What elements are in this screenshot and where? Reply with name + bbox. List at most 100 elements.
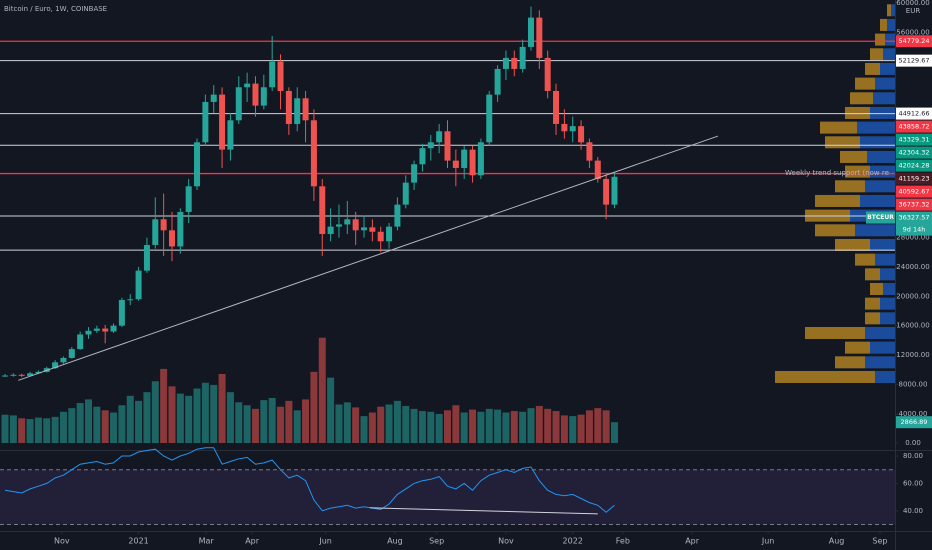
- volume-bar: [435, 413, 443, 443]
- volume-bar: [160, 368, 168, 443]
- volume-bar: [410, 408, 418, 443]
- price-label-bg: [896, 120, 932, 133]
- candle-body: [110, 325, 117, 332]
- profile-down: [875, 370, 895, 383]
- volume-bar: [210, 384, 218, 443]
- candle-body: [310, 120, 317, 187]
- candle-body: [444, 131, 451, 161]
- volume-bar: [535, 405, 543, 443]
- volume-bar: [93, 406, 101, 443]
- rsi-trendline: [369, 507, 598, 515]
- candle-body: [394, 204, 401, 227]
- candle-body: [27, 373, 34, 376]
- candle-body: [260, 87, 267, 106]
- candle-body: [252, 83, 259, 106]
- profile-up: [870, 282, 883, 295]
- profile-up: [825, 136, 860, 149]
- volume-bar: [519, 411, 527, 443]
- candle-body: [194, 142, 201, 187]
- candle-body: [569, 126, 576, 132]
- candle-body: [118, 299, 125, 326]
- candle-body: [235, 87, 242, 121]
- profile-down: [880, 297, 895, 310]
- y-tick-label: 28000.00: [896, 234, 929, 242]
- y-tick-label: 8000.00: [899, 380, 928, 388]
- x-tick-label: Nov: [54, 537, 70, 546]
- volume-bar: [544, 408, 552, 443]
- profile-down: [855, 224, 895, 237]
- trendline-label: Weekly trend support (now re: [785, 169, 889, 177]
- volume-bar: [185, 395, 193, 443]
- candle-body: [411, 164, 418, 183]
- profile-down: [887, 18, 895, 31]
- candle-body: [436, 131, 443, 143]
- x-tick-label: Apr: [245, 537, 260, 546]
- price-label-bg: [896, 146, 932, 159]
- volume-bar: [76, 403, 84, 443]
- price-label-bg: [896, 133, 932, 146]
- profile-down: [865, 326, 895, 339]
- volume-bar: [277, 406, 285, 443]
- candle-body: [519, 46, 526, 69]
- volume-bar: [101, 410, 109, 443]
- volume-bar: [176, 393, 184, 443]
- profile-up: [845, 341, 870, 354]
- volume-bar: [135, 400, 143, 443]
- volume-bar: [51, 416, 59, 443]
- volume-bar: [260, 400, 268, 443]
- y-tick-label: 12000.00: [896, 351, 929, 359]
- y-tick-label: 80.00: [903, 452, 923, 460]
- countdown-label: 9d 14h: [903, 226, 926, 234]
- y-tick-label: 60000.00: [896, 0, 929, 7]
- volume-bar: [34, 417, 42, 443]
- profile-up: [815, 224, 855, 237]
- candle-body: [152, 219, 159, 245]
- profile-up: [805, 326, 865, 339]
- profile-up: [865, 312, 880, 325]
- volume-bar: [469, 409, 477, 443]
- price-label: 43329.31: [898, 136, 929, 144]
- candle-body: [511, 57, 518, 69]
- volume-bar: [310, 371, 318, 443]
- price-label: 44912.66: [898, 110, 929, 118]
- volume-bar: [126, 395, 134, 443]
- candle-body: [327, 226, 334, 234]
- currency-label: EUR: [906, 7, 921, 15]
- profile-down: [870, 165, 895, 178]
- profile-down: [870, 238, 895, 251]
- rsi-line: [4, 447, 615, 513]
- volume-bar: [352, 407, 360, 443]
- x-tick-label: Aug: [829, 537, 845, 546]
- profile-up: [855, 253, 875, 266]
- candle-body: [93, 328, 100, 331]
- candle-body: [335, 224, 342, 227]
- candle-body: [127, 299, 134, 301]
- candle-body: [553, 90, 560, 124]
- price-label-bg: [896, 211, 932, 236]
- volume-bar: [377, 406, 385, 443]
- profile-up: [875, 33, 885, 46]
- profile-down: [860, 136, 895, 149]
- y-tick-label: 56000.00: [896, 28, 929, 36]
- candle-body: [452, 160, 459, 168]
- x-tick-label: Sep: [429, 537, 444, 546]
- price-label: 52129.67: [898, 57, 929, 65]
- profile-up: [845, 165, 870, 178]
- price-label-bg: [896, 35, 932, 48]
- x-tick-label: Nov: [498, 537, 514, 546]
- volume-bar: [460, 412, 468, 443]
- profile-down: [873, 92, 895, 105]
- volume-bar: [59, 411, 67, 443]
- candle-body: [477, 142, 484, 176]
- volume-bar: [143, 392, 151, 443]
- profile-up: [820, 121, 857, 134]
- profile-up: [865, 62, 880, 75]
- volume-bar: [418, 411, 426, 443]
- volume-bar: [318, 337, 326, 443]
- candle-body: [486, 94, 493, 143]
- candle-body: [177, 211, 184, 247]
- volume-bar: [602, 410, 610, 443]
- price-label: 41159.23: [898, 175, 929, 183]
- volume-label-bg: [896, 416, 932, 429]
- candle-body: [168, 230, 175, 247]
